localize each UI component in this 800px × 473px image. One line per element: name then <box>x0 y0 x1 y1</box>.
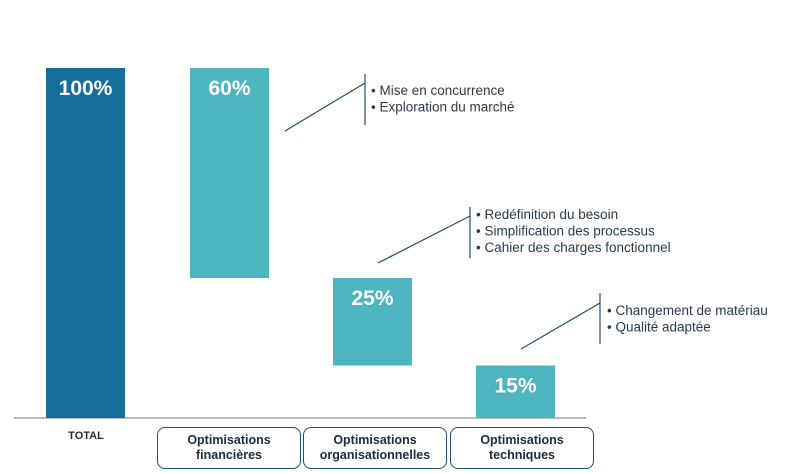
annotation-item: • Qualité adaptée <box>607 320 711 335</box>
annotation-item: • Mise en concurrence <box>371 83 505 98</box>
annotation-item: • Changement de matériau <box>607 303 768 318</box>
annotation-techniques: • Changement de matériau • Qualité adapté… <box>520 293 768 350</box>
callout-line <box>377 215 471 264</box>
bar-financieres <box>190 68 269 278</box>
annotation-item: • Exploration du marché <box>371 100 515 115</box>
bar-value-label-total: 100% <box>59 77 113 100</box>
total-category-label: TOTAL <box>68 430 104 442</box>
annotation-item: • Simplification des processus <box>476 224 655 239</box>
bar-value-label-financieres: 60% <box>208 77 250 100</box>
category-box-techniques: Optimisations techniques <box>450 427 594 469</box>
bar-value-label-techniques: 15% <box>494 375 536 398</box>
bar-total <box>46 68 125 418</box>
callout-line <box>520 302 601 350</box>
bar-value-label-organisationnelles: 25% <box>351 287 393 310</box>
bar-techniques <box>476 365 555 418</box>
annotation-financieres: • Mise en concurrence • Exploration du ma… <box>284 74 515 132</box>
bar-organisationnelles <box>333 278 412 366</box>
category-box-organisationnelles: Optimisations organisationnelles <box>303 427 447 469</box>
annotation-organisationnelles: • Redéfinition du besoin • Simplification… <box>377 207 671 264</box>
category-box-financieres: Optimisations financières <box>157 427 301 469</box>
annotation-item: • Cahier des charges fonctionnel <box>476 240 671 255</box>
callout-line <box>284 82 366 132</box>
annotation-item: • Redéfinition du besoin <box>476 207 618 222</box>
